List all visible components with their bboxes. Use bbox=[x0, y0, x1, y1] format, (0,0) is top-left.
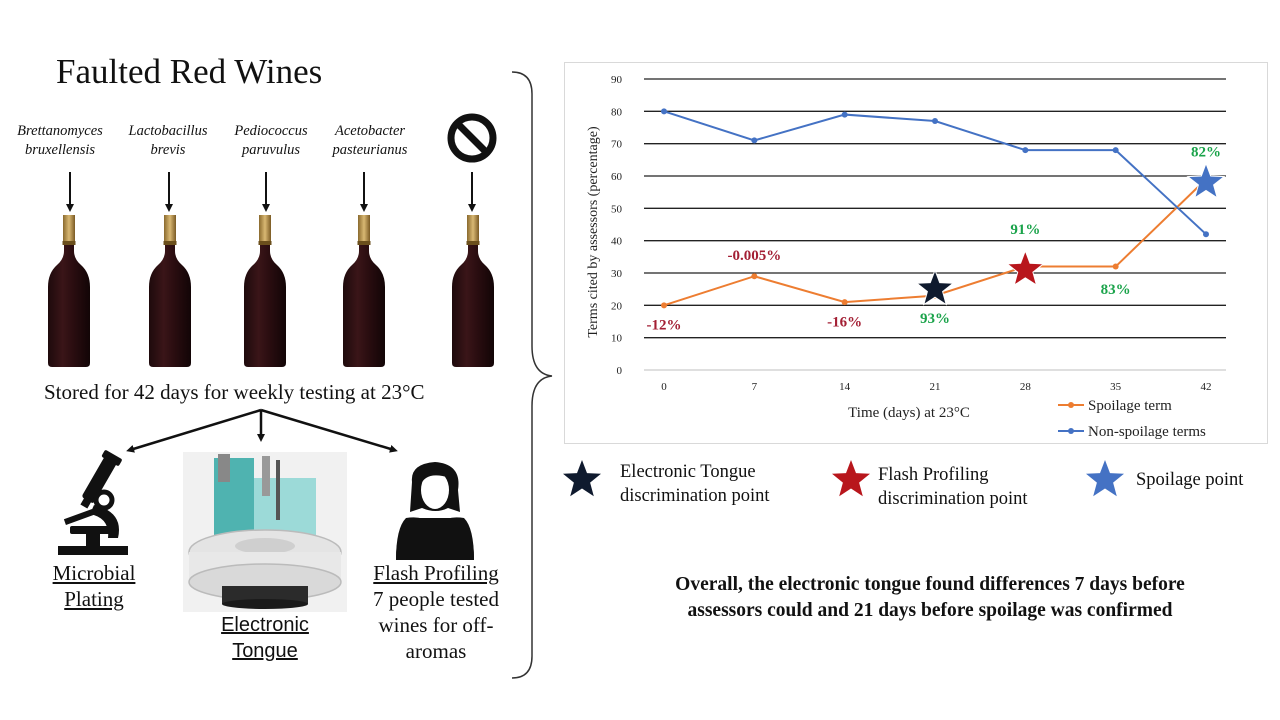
line-chart: 0 10 20 30 40 50 60 70 80 90 0 7 14 21 28 35 42 -12% -0.… bbox=[586, 74, 1226, 440]
x-tick-label: 7 bbox=[752, 381, 758, 393]
microbe-label-lactobacillus: Lactobacillus brevis bbox=[128, 123, 208, 158]
wine-bottle-icon bbox=[452, 215, 494, 367]
data-point bbox=[661, 302, 667, 309]
data-point bbox=[932, 118, 938, 125]
flash-profiling-star-marker bbox=[1005, 249, 1045, 287]
x-tick-label: 35 bbox=[1110, 381, 1122, 393]
legend-label-spoilage: Spoilage term bbox=[1088, 398, 1172, 414]
spoilage-star-marker bbox=[1186, 162, 1226, 199]
legend-spoilage: Spoilage point bbox=[1136, 470, 1244, 490]
data-point bbox=[841, 111, 848, 118]
x-axis-ticks: 0 7 14 21 28 35 42 bbox=[661, 381, 1211, 393]
x-tick-label: 21 bbox=[930, 381, 941, 393]
curly-brace bbox=[511, 71, 553, 679]
legend-flash-profiling: Flash Profiling discrimination point bbox=[878, 465, 1028, 509]
electronic-tongue-image bbox=[183, 452, 347, 612]
chart-frame bbox=[564, 62, 1268, 444]
y-tick-label: 30 bbox=[611, 268, 623, 280]
data-label: -16% bbox=[827, 314, 862, 330]
data-point bbox=[751, 273, 758, 280]
y-tick-label: 10 bbox=[611, 333, 623, 345]
wine-diagram-graphics bbox=[48, 113, 497, 612]
legend-label-non-spoilage: Non-spoilage terms bbox=[1088, 424, 1206, 440]
data-label: 93% bbox=[920, 311, 950, 327]
flash-profiling-label: Flash Profiling 7 people tested wines fo… bbox=[373, 561, 499, 663]
x-tick-label: 42 bbox=[1201, 381, 1212, 393]
arrow-to-microbial bbox=[126, 408, 262, 453]
data-label: -12% bbox=[647, 318, 682, 334]
x-tick-label: 0 bbox=[661, 381, 667, 393]
storage-description: Stored for 42 days for weekly testing at… bbox=[44, 380, 425, 404]
microbe-label-pediococcus: Pediococcus paruvulus bbox=[234, 123, 308, 158]
microbe-label-brettanomyces: Brettanomyces bruxellensis bbox=[17, 123, 103, 158]
x-tick-label: 14 bbox=[839, 381, 851, 393]
x-axis-label: Time (days) at 23°C bbox=[848, 405, 970, 421]
y-tick-label: 80 bbox=[611, 106, 623, 118]
chart-stars bbox=[915, 162, 1226, 306]
y-axis-label: Terms cited by assessors (percentage) bbox=[586, 126, 601, 338]
wine-bottle-icon bbox=[343, 215, 385, 367]
data-point bbox=[1112, 263, 1119, 270]
y-tick-label: 90 bbox=[611, 74, 623, 86]
legend-electronic-tongue: Electronic Tongue discrimination point bbox=[620, 462, 770, 506]
chart-annotations: -12% -0.005% -16% 93% 91% 83% 82% bbox=[647, 145, 1222, 334]
y-tick-label: 20 bbox=[611, 300, 623, 312]
y-tick-label: 70 bbox=[611, 139, 623, 151]
legend-marker-non-spoilage bbox=[1068, 428, 1074, 434]
figure-title: Faulted Red Wines bbox=[56, 52, 323, 91]
star-legend-icons bbox=[563, 460, 1124, 497]
data-label: 83% bbox=[1101, 282, 1131, 298]
microscope-icon bbox=[58, 450, 128, 555]
spoilage-star-icon bbox=[1086, 460, 1124, 497]
y-tick-label: 0 bbox=[617, 365, 623, 377]
non-spoilage-terms-line bbox=[663, 110, 1207, 235]
person-icon bbox=[396, 462, 474, 560]
data-label: 82% bbox=[1191, 145, 1221, 161]
y-tick-label: 50 bbox=[611, 203, 623, 215]
y-tick-label: 40 bbox=[611, 236, 623, 248]
no-symbol-icon bbox=[447, 113, 497, 163]
data-point bbox=[1203, 231, 1209, 238]
summary-text: Overall, the electronic tongue found dif… bbox=[675, 574, 1185, 621]
electronic-tongue-label: Electronic Tongue bbox=[221, 614, 309, 662]
electronic-tongue-star-marker bbox=[915, 268, 955, 306]
electronic-tongue-star-icon bbox=[563, 460, 601, 497]
data-point bbox=[1022, 147, 1029, 154]
data-label: 91% bbox=[1010, 222, 1040, 238]
data-label: -0.005% bbox=[727, 248, 781, 264]
y-tick-label: 60 bbox=[611, 171, 623, 183]
microbe-label-acetobacter: Acetobacter pasteurianus bbox=[332, 123, 408, 158]
wine-bottle-icon bbox=[244, 215, 286, 367]
data-point bbox=[661, 108, 667, 115]
data-point bbox=[751, 137, 758, 144]
x-tick-label: 28 bbox=[1020, 381, 1032, 393]
chart-grid bbox=[644, 78, 1226, 371]
wine-bottle-icon bbox=[149, 215, 191, 367]
legend-marker-spoilage bbox=[1068, 402, 1074, 408]
data-point bbox=[1112, 147, 1119, 154]
y-axis-ticks: 0 10 20 30 40 50 60 70 80 90 bbox=[611, 74, 623, 377]
arrow-to-flash bbox=[260, 408, 398, 453]
chart-legend: Spoilage term Non-spoilage terms bbox=[1058, 398, 1206, 440]
wine-bottle-icon bbox=[48, 215, 90, 367]
data-point bbox=[841, 299, 848, 306]
microbial-plating-label: Microbial Plating bbox=[52, 561, 136, 611]
flash-profiling-star-icon bbox=[832, 460, 870, 497]
